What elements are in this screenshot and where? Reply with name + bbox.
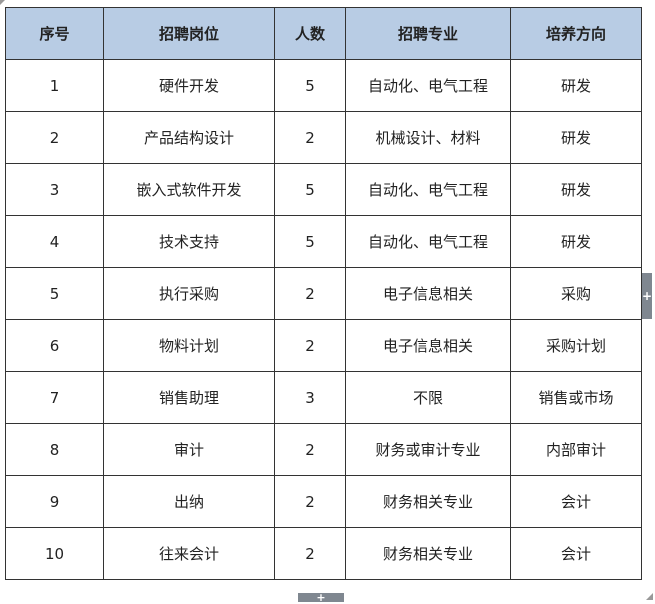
cell-direction[interactable]: 研发 bbox=[510, 59, 642, 112]
cell-position[interactable]: 产品结构设计 bbox=[103, 111, 275, 164]
cell-index[interactable]: 9 bbox=[5, 475, 104, 528]
cell-direction[interactable]: 采购 bbox=[510, 267, 642, 320]
cell-count[interactable]: 2 bbox=[274, 475, 346, 528]
cell-major[interactable]: 电子信息相关 bbox=[345, 319, 511, 372]
cell-index[interactable]: 2 bbox=[5, 111, 104, 164]
cell-direction[interactable]: 会计 bbox=[510, 527, 642, 580]
cell-position[interactable]: 执行采购 bbox=[103, 267, 275, 320]
cell-count[interactable]: 5 bbox=[274, 163, 346, 216]
table-row: 7 销售助理 3 不限 销售或市场 bbox=[5, 371, 642, 424]
header-direction[interactable]: 培养方向 bbox=[510, 7, 642, 60]
recruitment-table: 序号 招聘岗位 人数 招聘专业 培养方向 1 硬件开发 5 自动化、电气工程 研发 2 产品结构设计… bbox=[5, 7, 642, 580]
add-column-button[interactable]: + bbox=[642, 273, 652, 319]
cell-major[interactable]: 自动化、电气工程 bbox=[345, 163, 511, 216]
cell-direction[interactable]: 研发 bbox=[510, 163, 642, 216]
cell-count[interactable]: 2 bbox=[274, 423, 346, 476]
cell-position[interactable]: 技术支持 bbox=[103, 215, 275, 268]
cell-position[interactable]: 硬件开发 bbox=[103, 59, 275, 112]
header-position[interactable]: 招聘岗位 bbox=[103, 7, 275, 60]
cell-major[interactable]: 机械设计、材料 bbox=[345, 111, 511, 164]
table-row: 1 硬件开发 5 自动化、电气工程 研发 bbox=[5, 59, 642, 112]
cell-count[interactable]: 2 bbox=[274, 267, 346, 320]
header-major[interactable]: 招聘专业 bbox=[345, 7, 511, 60]
cell-direction[interactable]: 采购计划 bbox=[510, 319, 642, 372]
cell-count[interactable]: 5 bbox=[274, 215, 346, 268]
header-count[interactable]: 人数 bbox=[274, 7, 346, 60]
header-row: 序号 招聘岗位 人数 招聘专业 培养方向 bbox=[5, 7, 642, 60]
cell-position[interactable]: 物料计划 bbox=[103, 319, 275, 372]
table-row: 9 出纳 2 财务相关专业 会计 bbox=[5, 475, 642, 528]
table-row: 10 往来会计 2 财务相关专业 会计 bbox=[5, 527, 642, 580]
cell-index[interactable]: 6 bbox=[5, 319, 104, 372]
cell-major[interactable]: 财务相关专业 bbox=[345, 475, 511, 528]
cell-position[interactable]: 出纳 bbox=[103, 475, 275, 528]
table-row: 8 审计 2 财务或审计专业 内部审计 bbox=[5, 423, 642, 476]
cell-index[interactable]: 3 bbox=[5, 163, 104, 216]
table-row: 5 执行采购 2 电子信息相关 采购 bbox=[5, 267, 642, 320]
cell-index[interactable]: 10 bbox=[5, 527, 104, 580]
cell-major[interactable]: 财务或审计专业 bbox=[345, 423, 511, 476]
cell-major[interactable]: 不限 bbox=[345, 371, 511, 424]
cell-count[interactable]: 2 bbox=[274, 319, 346, 372]
table-resize-handle[interactable] bbox=[646, 593, 653, 600]
table-row: 3 嵌入式软件开发 5 自动化、电气工程 研发 bbox=[5, 163, 642, 216]
cell-direction[interactable]: 研发 bbox=[510, 215, 642, 268]
table-row: 6 物料计划 2 电子信息相关 采购计划 bbox=[5, 319, 642, 372]
cell-position[interactable]: 嵌入式软件开发 bbox=[103, 163, 275, 216]
cell-position[interactable]: 往来会计 bbox=[103, 527, 275, 580]
cell-index[interactable]: 5 bbox=[5, 267, 104, 320]
cell-count[interactable]: 5 bbox=[274, 59, 346, 112]
cell-index[interactable]: 4 bbox=[5, 215, 104, 268]
table-select-handle[interactable] bbox=[0, 0, 5, 5]
table-row: 2 产品结构设计 2 机械设计、材料 研发 bbox=[5, 111, 642, 164]
cell-direction[interactable]: 内部审计 bbox=[510, 423, 642, 476]
add-row-button[interactable]: + bbox=[298, 592, 344, 603]
cell-count[interactable]: 2 bbox=[274, 111, 346, 164]
cell-major[interactable]: 电子信息相关 bbox=[345, 267, 511, 320]
cell-position[interactable]: 销售助理 bbox=[103, 371, 275, 424]
cell-count[interactable]: 3 bbox=[274, 371, 346, 424]
header-index[interactable]: 序号 bbox=[5, 7, 104, 60]
cell-direction[interactable]: 会计 bbox=[510, 475, 642, 528]
cell-index[interactable]: 1 bbox=[5, 59, 104, 112]
cell-major[interactable]: 自动化、电气工程 bbox=[345, 59, 511, 112]
cell-count[interactable]: 2 bbox=[274, 527, 346, 580]
cell-direction[interactable]: 研发 bbox=[510, 111, 642, 164]
cell-index[interactable]: 8 bbox=[5, 423, 104, 476]
cell-major[interactable]: 财务相关专业 bbox=[345, 527, 511, 580]
table-row: 4 技术支持 5 自动化、电气工程 研发 bbox=[5, 215, 642, 268]
cell-direction[interactable]: 销售或市场 bbox=[510, 371, 642, 424]
cell-index[interactable]: 7 bbox=[5, 371, 104, 424]
cell-major[interactable]: 自动化、电气工程 bbox=[345, 215, 511, 268]
cell-position[interactable]: 审计 bbox=[103, 423, 275, 476]
